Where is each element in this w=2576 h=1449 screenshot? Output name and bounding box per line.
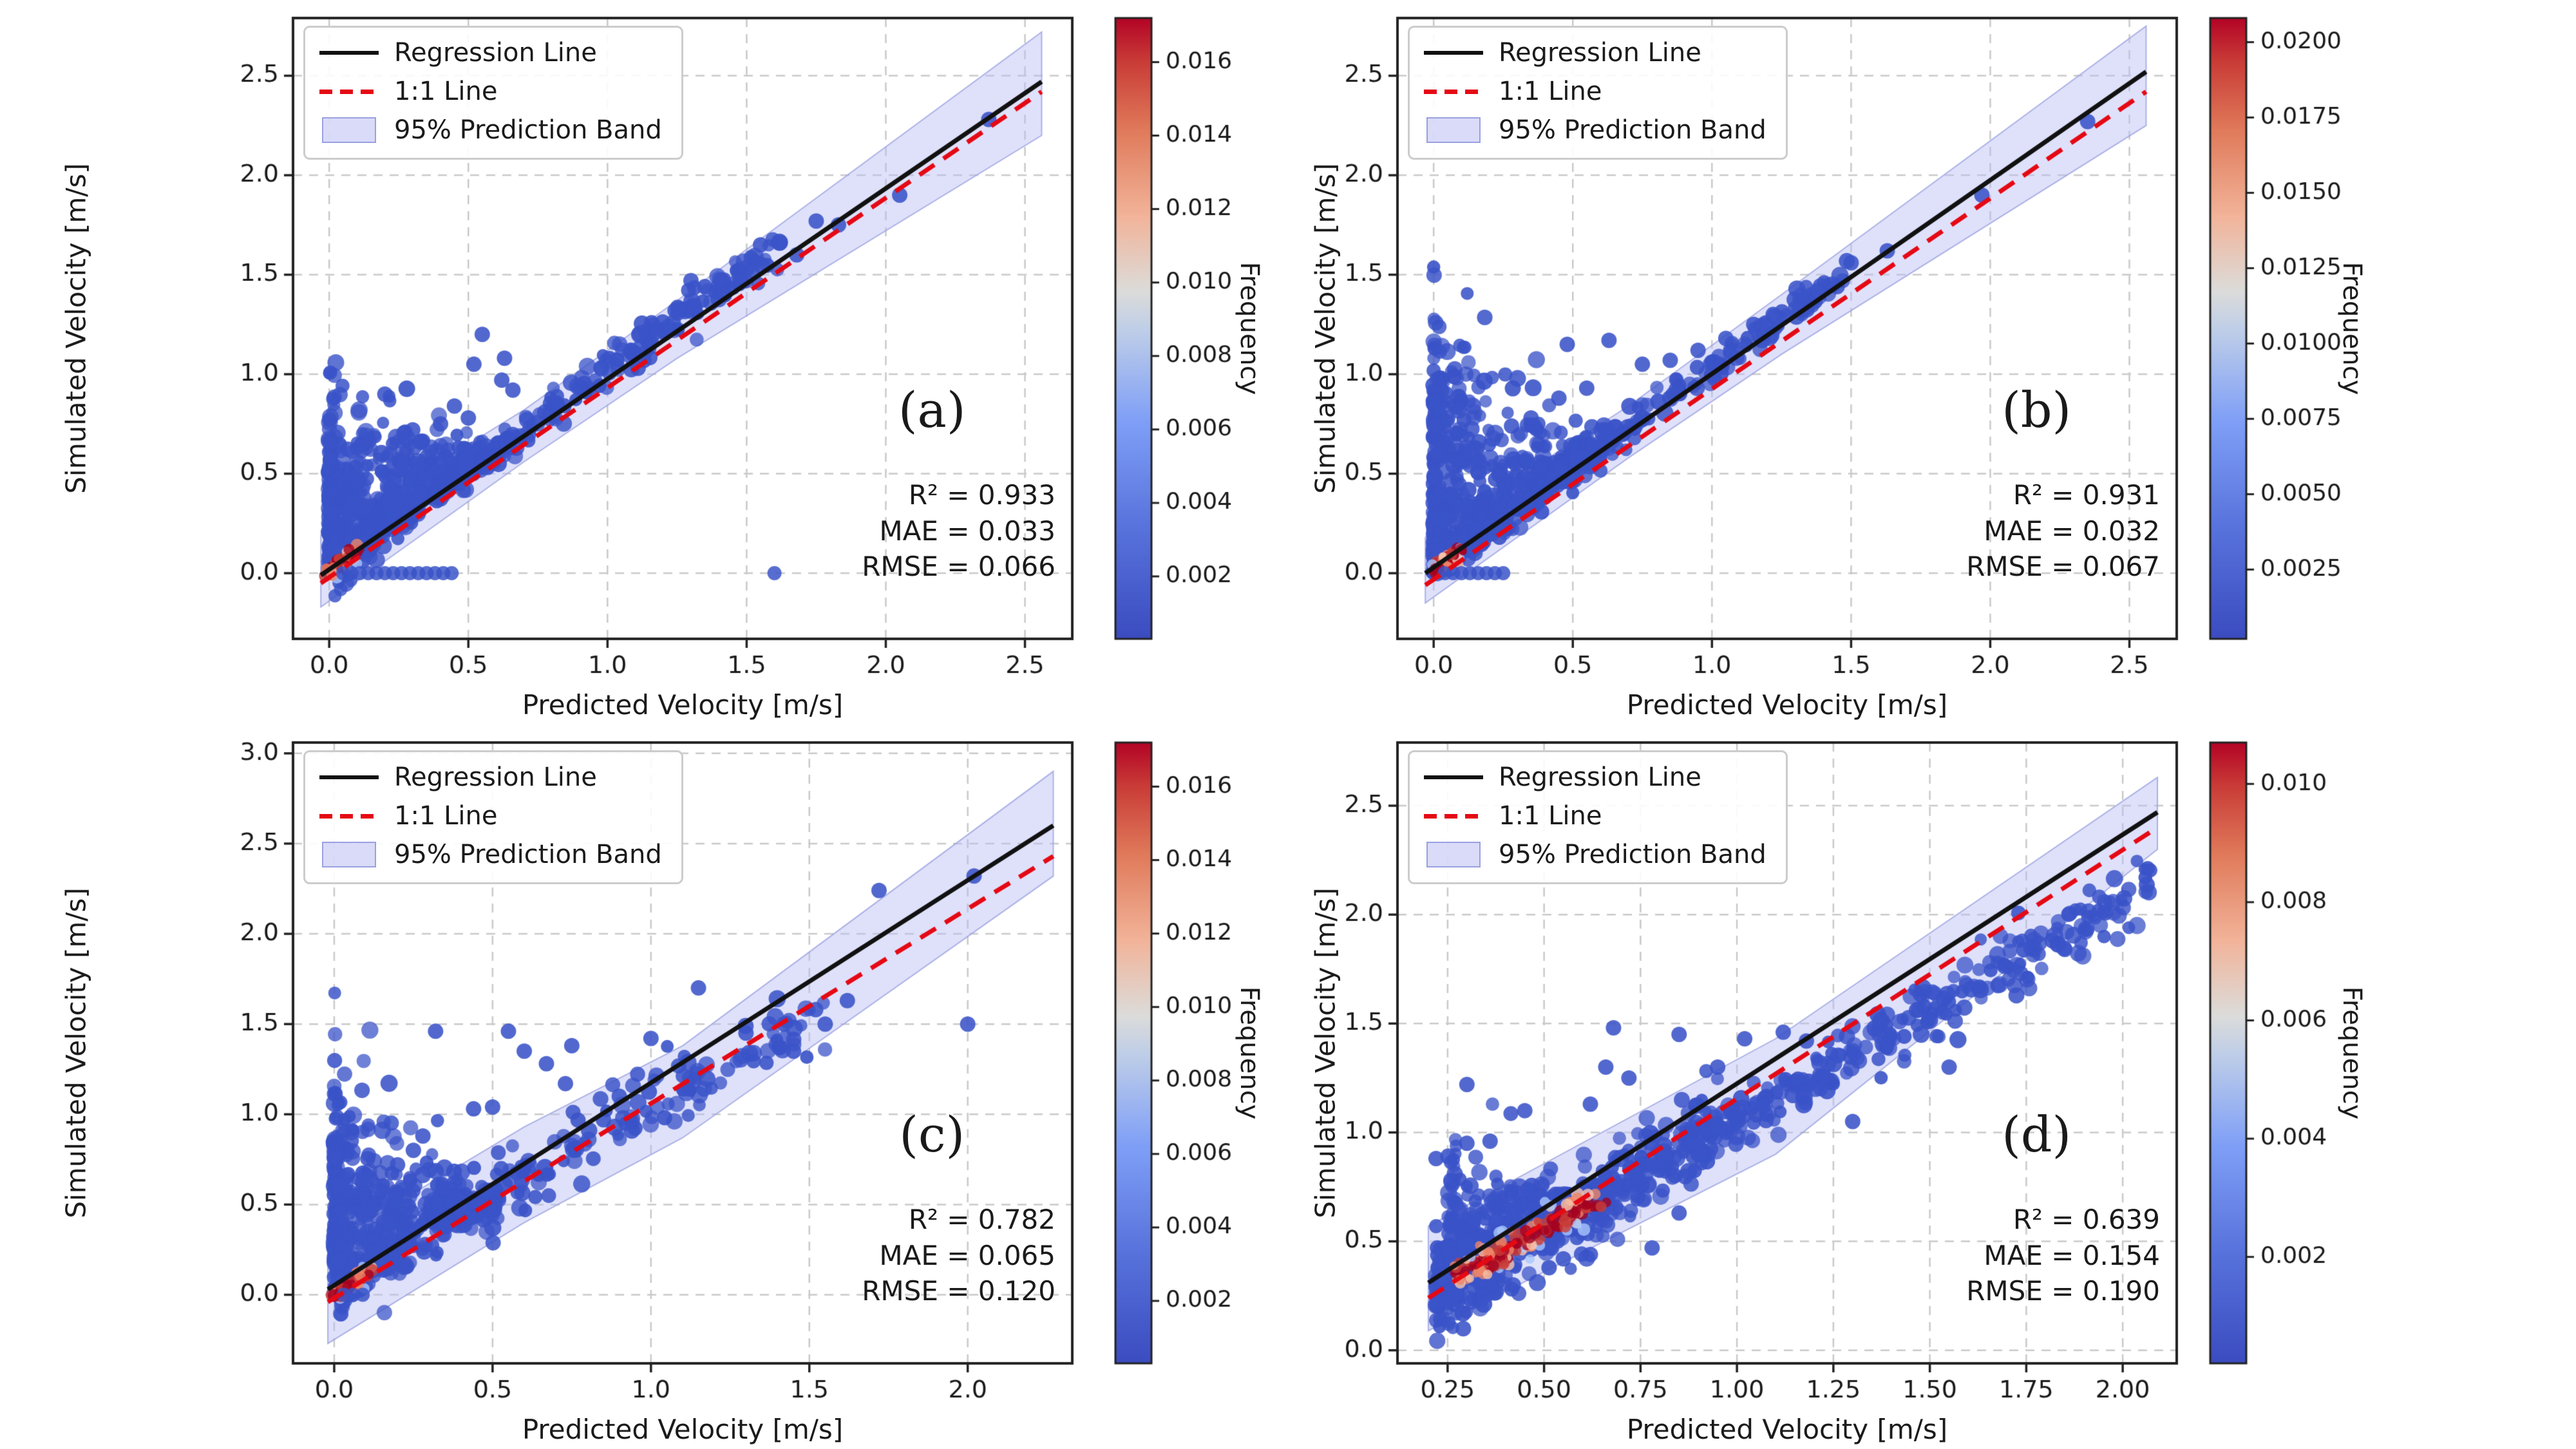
legend-item-band: 95% Prediction Band — [1424, 115, 1766, 145]
legend-item-band: 95% Prediction Band — [1424, 840, 1766, 869]
y-axis-label: Simulated Velocity [m/s] — [60, 163, 92, 494]
colorbar-label: Frequency — [2337, 986, 2367, 1120]
panel-a: Regression Line 1:1 Line 95% Prediction … — [0, 0, 1288, 724]
prediction-band-swatch — [1424, 117, 1483, 143]
prediction-band-swatch — [1424, 842, 1483, 867]
regression-line-swatch — [1424, 51, 1483, 55]
x-axis-label: Predicted Velocity [m/s] — [1626, 689, 1948, 721]
panel-b: Regression Line 1:1 Line 95% Prediction … — [1288, 0, 2576, 724]
stats-block: R² = 0.782 MAE = 0.065 RMSE = 0.120 — [862, 1202, 1056, 1309]
stat-r2: R² = 0.782 — [908, 1204, 1056, 1236]
stats-block: R² = 0.639 MAE = 0.154 RMSE = 0.190 — [1966, 1202, 2160, 1309]
stats-block: R² = 0.933 MAE = 0.033 RMSE = 0.066 — [862, 477, 1056, 584]
stat-r2: R² = 0.931 — [2012, 479, 2160, 511]
legend-d: Regression Line 1:1 Line 95% Prediction … — [1408, 750, 1788, 884]
stat-rmse: RMSE = 0.067 — [1966, 551, 2160, 583]
legend-item-regression: Regression Line — [1424, 762, 1766, 792]
stat-mae: MAE = 0.032 — [1984, 515, 2160, 547]
legend-b: Regression Line 1:1 Line 95% Prediction … — [1408, 26, 1788, 160]
colorbar-label: Frequency — [2337, 261, 2367, 395]
regression-line-swatch — [319, 51, 379, 55]
prediction-band-swatch — [319, 117, 379, 143]
legend-label: 95% Prediction Band — [394, 115, 662, 145]
stat-mae: MAE = 0.033 — [879, 515, 1056, 547]
regression-line-swatch — [319, 775, 379, 779]
legend-item-regression: Regression Line — [319, 762, 662, 792]
x-axis-label: Predicted Velocity [m/s] — [522, 689, 844, 721]
stat-rmse: RMSE = 0.190 — [1966, 1275, 2160, 1307]
identity-line-swatch — [1424, 813, 1483, 819]
panel-letter: (c) — [899, 1105, 965, 1163]
stat-rmse: RMSE = 0.066 — [862, 551, 1056, 583]
legend-label: 1:1 Line — [1499, 77, 1602, 106]
panel-c: Regression Line 1:1 Line 95% Prediction … — [0, 724, 1288, 1449]
stat-r2: R² = 0.933 — [908, 479, 1056, 511]
identity-line-swatch — [1424, 89, 1483, 94]
legend-item-regression: Regression Line — [319, 38, 662, 68]
stat-r2: R² = 0.639 — [2012, 1204, 2160, 1236]
stat-rmse: RMSE = 0.120 — [862, 1275, 1056, 1307]
legend-item-identity: 1:1 Line — [319, 801, 662, 831]
legend-item-identity: 1:1 Line — [1424, 77, 1766, 106]
panel-letter: (b) — [2002, 381, 2072, 439]
stat-mae: MAE = 0.154 — [1984, 1239, 2160, 1271]
legend-label: 1:1 Line — [1499, 801, 1602, 831]
x-axis-label: Predicted Velocity [m/s] — [522, 1414, 844, 1445]
panel-letter: (d) — [2002, 1105, 2072, 1163]
legend-a: Regression Line 1:1 Line 95% Prediction … — [303, 26, 683, 160]
legend-item-band: 95% Prediction Band — [319, 115, 662, 145]
legend-label: 1:1 Line — [394, 801, 498, 831]
y-axis-label: Simulated Velocity [m/s] — [60, 887, 92, 1218]
legend-label: 95% Prediction Band — [394, 840, 662, 869]
legend-c: Regression Line 1:1 Line 95% Prediction … — [303, 750, 683, 884]
legend-item-band: 95% Prediction Band — [319, 840, 662, 869]
colorbar-label: Frequency — [1235, 261, 1264, 395]
legend-item-regression: Regression Line — [1424, 38, 1766, 68]
legend-label: Regression Line — [394, 762, 597, 792]
prediction-band-swatch — [319, 842, 379, 867]
colorbar-label: Frequency — [1235, 986, 1264, 1120]
identity-line-swatch — [319, 89, 379, 94]
legend-label: Regression Line — [1499, 762, 1701, 792]
y-axis-label: Simulated Velocity [m/s] — [1309, 887, 1341, 1218]
stats-block: R² = 0.931 MAE = 0.032 RMSE = 0.067 — [1966, 477, 2160, 584]
legend-item-identity: 1:1 Line — [319, 77, 662, 106]
legend-label: Regression Line — [1499, 38, 1701, 68]
identity-line-swatch — [319, 813, 379, 819]
panel-letter: (a) — [898, 381, 966, 439]
stat-mae: MAE = 0.065 — [879, 1239, 1056, 1271]
regression-line-swatch — [1424, 775, 1483, 779]
legend-label: Regression Line — [394, 38, 597, 68]
legend-label: 95% Prediction Band — [1499, 840, 1766, 869]
y-axis-label: Simulated Velocity [m/s] — [1309, 163, 1341, 494]
legend-label: 95% Prediction Band — [1499, 115, 1766, 145]
panel-d: Regression Line 1:1 Line 95% Prediction … — [1288, 724, 2576, 1449]
x-axis-label: Predicted Velocity [m/s] — [1626, 1414, 1948, 1445]
legend-label: 1:1 Line — [394, 77, 498, 106]
legend-item-identity: 1:1 Line — [1424, 801, 1766, 831]
